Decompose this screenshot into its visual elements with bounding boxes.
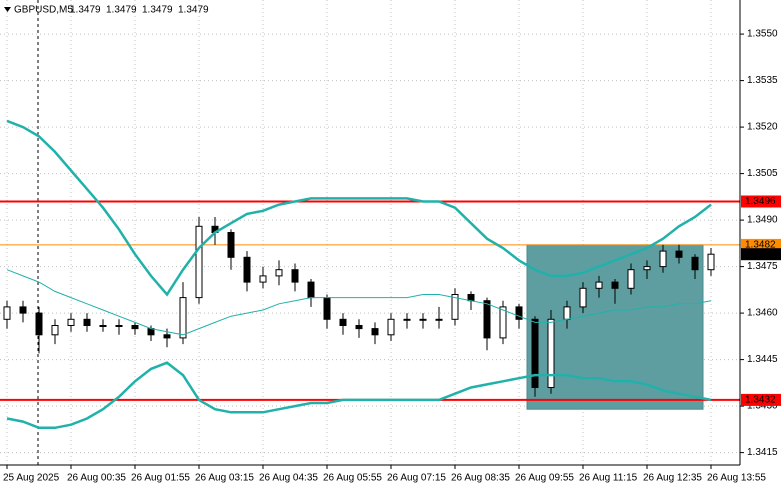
- candle-body: [563, 306, 571, 320]
- candle-body: [163, 334, 171, 339]
- plot-area: [0, 119, 740, 430]
- x-tick-label: 26 Aug 07:15: [387, 473, 446, 484]
- x-tick-label: 25 Aug 2025: [3, 473, 60, 484]
- price-tag-label: 1.3479: [745, 249, 776, 260]
- price-tag: [741, 393, 781, 406]
- y-tick-label: 1.3535: [747, 75, 778, 86]
- candle-body: [115, 325, 123, 327]
- y-tick-label: 1.3520: [747, 122, 778, 133]
- candle-body: [323, 297, 331, 320]
- candle-body: [99, 325, 107, 327]
- candle-body: [531, 318, 539, 388]
- x-tick-label: 26 Aug 03:15: [195, 473, 254, 484]
- candle-body: [579, 287, 587, 308]
- price-tag-label: 1.3432: [745, 395, 776, 406]
- candle-body: [627, 269, 635, 289]
- candle-body: [243, 256, 251, 283]
- candle-body: [35, 312, 43, 336]
- quote-value: 1.3479: [142, 5, 173, 16]
- candle-body: [595, 281, 603, 289]
- candle-body: [3, 306, 11, 320]
- candle-body: [467, 294, 475, 302]
- band-line: [6, 119, 712, 297]
- quote-values: 1.3479 1.3479 1.3479 1.3479: [70, 5, 209, 16]
- axes: 1.35501.35351.35201.35051.34901.34751.34…: [3, 29, 781, 484]
- candle-body: [499, 306, 507, 339]
- band-line: [6, 269, 712, 336]
- candle-body: [147, 328, 155, 336]
- candle-body: [515, 306, 523, 320]
- candle-body: [227, 232, 235, 258]
- price-tag: [741, 238, 781, 251]
- candle-body: [611, 281, 619, 289]
- candle-body: [547, 318, 555, 388]
- price-tag-label: 1.3482: [745, 240, 776, 251]
- candle-body: [339, 318, 347, 326]
- candle-body: [643, 266, 651, 271]
- x-tick-label: 26 Aug 12:35: [643, 473, 702, 484]
- candle-body: [659, 250, 667, 268]
- candle-body: [131, 325, 139, 330]
- candle-body: [483, 300, 491, 339]
- x-tick-label: 26 Aug 05:55: [323, 473, 382, 484]
- quote-value: 1.3479: [70, 5, 101, 16]
- x-tick-label: 26 Aug 13:55: [707, 473, 766, 484]
- candle-body: [419, 318, 427, 321]
- candle-body: [291, 269, 299, 283]
- x-tick-label: 26 Aug 01:55: [131, 473, 190, 484]
- candle-body: [19, 306, 27, 314]
- candle-body: [403, 318, 411, 321]
- quote-value: 1.3479: [106, 5, 137, 16]
- y-tick-label: 1.3505: [747, 168, 778, 179]
- y-tick-label: 1.3445: [747, 354, 778, 365]
- candle-body: [707, 253, 715, 271]
- candle-body: [179, 297, 187, 339]
- candle-body: [259, 275, 267, 283]
- price-tag: [741, 248, 781, 261]
- price-tag: [741, 195, 781, 208]
- symbol-title: GBPUSD,M5: [14, 5, 73, 16]
- x-tick-label: 26 Aug 09:55: [515, 473, 574, 484]
- candle-body: [675, 250, 683, 258]
- y-tick-label: 1.3460: [747, 308, 778, 319]
- candle-body: [83, 318, 91, 326]
- menu-triangle[interactable]: [4, 7, 11, 12]
- y-tick-label: 1.3550: [747, 29, 778, 40]
- quote-value: 1.3479: [178, 5, 209, 16]
- x-tick-label: 26 Aug 11:15: [579, 473, 638, 484]
- candle-body: [51, 325, 59, 336]
- band-line: [6, 361, 712, 430]
- candle-body: [67, 318, 75, 326]
- price-tag-label: 1.3496: [745, 196, 776, 207]
- candle-body: [307, 281, 315, 299]
- candle-body: [387, 318, 395, 336]
- x-tick-label: 26 Aug 04:35: [259, 473, 318, 484]
- y-tick-label: 1.3415: [747, 447, 778, 458]
- x-tick-label: 26 Aug 00:35: [67, 473, 126, 484]
- y-tick-label: 1.3430: [747, 401, 778, 412]
- candle-body: [195, 225, 203, 299]
- candle-body: [691, 256, 699, 271]
- x-tick-label: 26 Aug 08:35: [451, 473, 510, 484]
- y-tick-label: 1.3490: [747, 215, 778, 226]
- candle-body: [355, 325, 363, 330]
- y-tick-label: 1.3475: [747, 261, 778, 272]
- candle-body: [371, 328, 379, 336]
- candle-body: [275, 269, 283, 277]
- candle-body: [451, 294, 459, 320]
- candle-body: [435, 318, 443, 321]
